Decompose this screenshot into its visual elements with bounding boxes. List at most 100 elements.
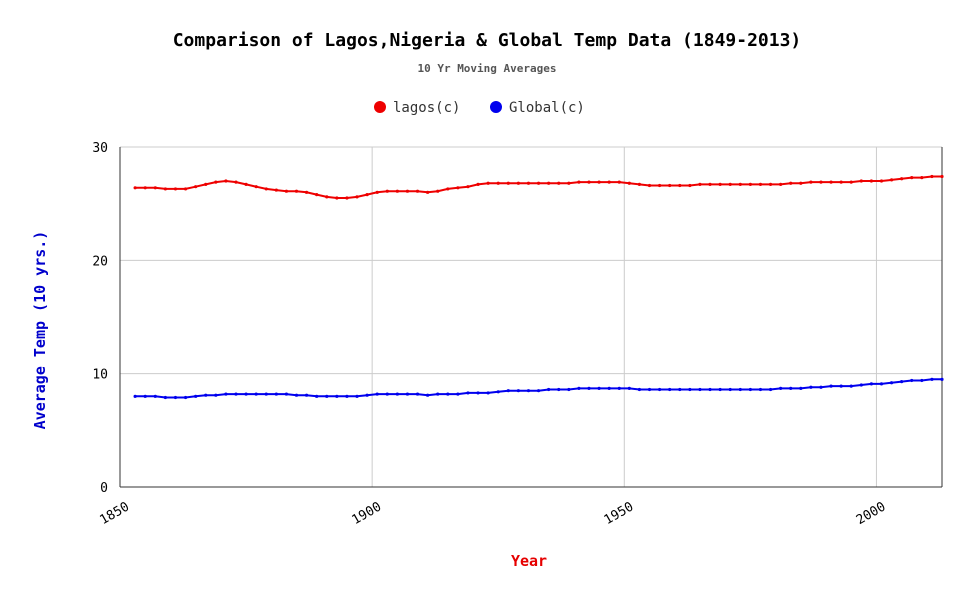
legend: lagos(c) Global(c) xyxy=(374,100,585,116)
data-point-global xyxy=(879,382,884,386)
data-point-lagos xyxy=(304,190,309,194)
legend-label-lagos: lagos(c) xyxy=(393,100,460,116)
data-point-global xyxy=(264,392,268,396)
data-point-lagos xyxy=(214,180,218,184)
data-point-lagos xyxy=(809,180,813,184)
data-point-global xyxy=(224,392,228,396)
data-point-global xyxy=(779,386,783,390)
data-point-lagos xyxy=(224,179,228,183)
data-point-global xyxy=(204,393,208,397)
legend-marker-lagos xyxy=(374,101,386,113)
data-point-global xyxy=(446,392,450,396)
data-point-global xyxy=(698,387,702,392)
data-point-global xyxy=(829,384,833,388)
data-point-lagos xyxy=(718,182,722,186)
data-point-lagos xyxy=(395,189,399,193)
data-point-lagos xyxy=(375,190,379,194)
data-point-global xyxy=(758,387,763,392)
data-point-lagos xyxy=(708,182,712,186)
data-point-global xyxy=(678,387,682,392)
data-point-lagos xyxy=(274,188,278,192)
data-point-global xyxy=(214,393,218,397)
data-point-global xyxy=(557,387,561,392)
data-point-global xyxy=(436,392,440,396)
data-point-global xyxy=(163,395,167,400)
data-point-lagos xyxy=(910,176,914,180)
data-point-global xyxy=(708,387,712,392)
data-point-global xyxy=(819,385,823,389)
data-point-global xyxy=(244,392,248,396)
data-point-global xyxy=(456,392,460,396)
data-point-global xyxy=(647,387,652,392)
data-point-lagos xyxy=(526,181,531,185)
data-point-global xyxy=(849,384,853,388)
data-point-lagos xyxy=(799,181,803,185)
data-point-global xyxy=(405,392,410,396)
y-tick-label: 20 xyxy=(92,254,108,269)
data-point-lagos xyxy=(587,180,591,184)
data-point-lagos xyxy=(668,183,672,188)
data-point-global xyxy=(768,387,773,392)
data-point-lagos xyxy=(557,181,561,185)
data-point-lagos xyxy=(889,178,894,182)
data-point-lagos xyxy=(133,186,137,190)
data-point-global xyxy=(194,394,198,398)
data-point-lagos xyxy=(597,180,601,184)
data-point-global xyxy=(173,395,178,400)
data-point-lagos xyxy=(930,174,934,179)
x-axis-title: Year xyxy=(511,552,547,570)
data-point-lagos xyxy=(476,182,480,186)
data-point-global xyxy=(315,394,319,398)
data-point-lagos xyxy=(173,187,178,191)
data-point-global xyxy=(910,378,914,383)
data-point-global xyxy=(577,386,581,390)
data-point-lagos xyxy=(234,180,238,184)
chart-title: Comparison of Lagos,Nigeria & Global Tem… xyxy=(172,30,802,51)
data-point-lagos xyxy=(163,187,167,191)
data-point-global xyxy=(859,383,863,387)
data-point-global xyxy=(516,389,520,393)
data-point-lagos xyxy=(496,181,500,185)
data-point-lagos xyxy=(688,183,692,188)
data-point-global xyxy=(547,387,551,392)
data-point-lagos xyxy=(789,181,793,185)
legend-marker-global xyxy=(490,101,502,113)
data-point-global xyxy=(254,392,258,396)
data-point-global xyxy=(345,394,349,398)
data-point-lagos xyxy=(657,183,662,188)
data-point-lagos xyxy=(900,177,904,181)
data-point-lagos xyxy=(506,181,510,185)
data-point-lagos xyxy=(728,182,732,186)
data-point-global xyxy=(889,381,894,385)
data-point-global xyxy=(748,387,752,392)
data-point-global xyxy=(536,389,541,393)
data-point-global xyxy=(466,391,470,395)
data-point-global xyxy=(869,382,873,386)
data-point-global xyxy=(133,394,137,398)
data-point-lagos xyxy=(456,186,460,190)
data-point-global xyxy=(153,394,157,398)
gridlines xyxy=(119,146,943,488)
data-point-global xyxy=(335,394,339,398)
data-point-lagos xyxy=(516,181,520,185)
data-point-lagos xyxy=(617,180,621,184)
data-point-global xyxy=(930,377,934,381)
data-point-global xyxy=(587,386,591,390)
data-point-lagos xyxy=(940,174,944,179)
data-point-global xyxy=(668,387,672,392)
data-point-global xyxy=(325,394,329,398)
data-point-global xyxy=(355,394,359,398)
data-point-global xyxy=(284,392,289,396)
data-point-global xyxy=(375,392,379,396)
data-point-lagos xyxy=(577,180,581,184)
data-point-global xyxy=(486,391,490,395)
data-point-lagos xyxy=(879,179,884,183)
data-point-lagos xyxy=(647,183,652,188)
data-point-global xyxy=(496,390,500,394)
data-point-global xyxy=(526,389,531,393)
data-point-global xyxy=(294,393,299,397)
data-point-global xyxy=(789,386,793,390)
data-point-lagos xyxy=(768,182,773,186)
data-point-global xyxy=(617,386,621,390)
